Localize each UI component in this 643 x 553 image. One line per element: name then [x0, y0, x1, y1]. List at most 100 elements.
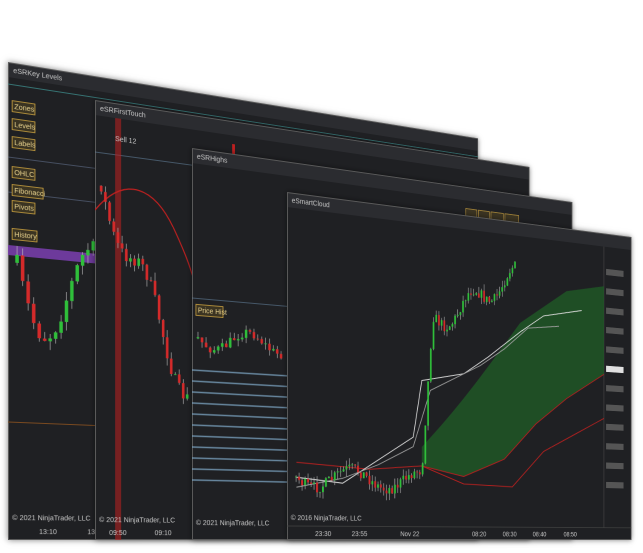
candle: [165, 337, 169, 359]
button[interactable]: History: [12, 228, 37, 242]
candle: [212, 350, 216, 353]
candle: [108, 202, 111, 222]
copyright: © 2021 NinjaTrader, LLC: [99, 516, 175, 525]
candle: [478, 293, 480, 298]
time-label: 08:50: [564, 532, 577, 538]
candle: [327, 476, 330, 479]
candle: [396, 484, 399, 488]
price-tag: [606, 443, 624, 451]
button-label[interactable]: Pivots: [14, 203, 34, 212]
window-title: eSRHighs: [197, 153, 228, 164]
candle: [506, 278, 509, 286]
candle: [435, 314, 438, 323]
chart-window: eSmartCloud © 2016 NinjaTrader, LLC 23:3…: [287, 192, 632, 540]
annotation: Sell 12: [115, 136, 136, 146]
button-label[interactable]: Labels: [14, 140, 36, 150]
candle: [405, 475, 407, 480]
button[interactable]: Labels: [12, 137, 36, 151]
candle: [501, 287, 504, 292]
candles: [15, 229, 101, 353]
button[interactable]: Pivots: [12, 200, 35, 214]
candle: [104, 192, 108, 203]
candle: [416, 471, 419, 473]
candle: [509, 272, 511, 279]
candle: [20, 255, 25, 282]
candle: [310, 482, 313, 484]
candles: [295, 236, 516, 502]
candle: [394, 484, 396, 494]
candle: [480, 290, 483, 298]
candle: [276, 349, 279, 354]
button[interactable]: OHLC: [12, 167, 35, 181]
candle: [379, 484, 382, 488]
candle: [116, 232, 120, 244]
candle: [496, 294, 498, 296]
candle: [374, 481, 377, 488]
candle: [491, 300, 493, 303]
price-tag: [606, 462, 624, 470]
button-label[interactable]: Price Hist: [198, 307, 227, 317]
candle: [322, 486, 324, 493]
candle: [407, 475, 410, 480]
candle: [232, 338, 236, 341]
signal-bar: [115, 117, 122, 540]
background: [287, 193, 631, 540]
candle: [342, 469, 345, 472]
candle: [514, 261, 516, 269]
candle: [359, 472, 362, 479]
copyright: © 2021 NinjaTrader, LLC: [196, 519, 270, 528]
candle: [456, 314, 459, 317]
candle: [511, 267, 514, 274]
button-label[interactable]: OHLC: [14, 169, 34, 179]
candle: [470, 293, 472, 295]
time-label: 23:30: [315, 531, 331, 538]
candle: [196, 337, 200, 340]
candle: [153, 280, 157, 296]
candle: [448, 326, 451, 330]
candle: [244, 329, 248, 339]
candle: [354, 464, 357, 466]
candle: [145, 264, 149, 280]
candle: [177, 374, 181, 383]
time-label: 13:2: [87, 529, 101, 536]
button-label[interactable]: Levels: [14, 122, 36, 132]
candle: [200, 337, 204, 343]
candle: [438, 315, 440, 326]
window: eSmartCloud © 2016 NinjaTrader, LLC 23:3…: [287, 192, 632, 540]
candle: [454, 315, 456, 325]
button-label[interactable]: History: [14, 231, 37, 241]
button-label[interactable]: Fibonacci: [14, 187, 45, 198]
button-label[interactable]: Zones: [14, 104, 35, 114]
button[interactable]: Price Hist: [196, 304, 227, 318]
candle: [70, 280, 74, 302]
button[interactable]: Levels: [12, 119, 36, 133]
button[interactable]: Fibonacci: [12, 185, 46, 200]
candle: [357, 465, 359, 473]
candle: [498, 291, 501, 296]
price-tag: [606, 481, 624, 489]
candle: [141, 258, 145, 265]
candle: [42, 338, 47, 342]
candle: [80, 254, 85, 266]
candle: [64, 300, 69, 323]
candle: [252, 331, 256, 339]
candle: [432, 321, 435, 350]
copyright: © 2021 NinjaTrader, LLC: [12, 514, 90, 523]
candle: [260, 338, 263, 344]
candle: [236, 338, 240, 341]
candle: [204, 342, 208, 348]
candle: [429, 348, 432, 382]
candle: [316, 482, 318, 493]
candle: [467, 293, 470, 301]
candle: [86, 249, 90, 256]
zone-band: [8, 245, 105, 265]
candle: [129, 258, 132, 262]
candle: [503, 285, 506, 288]
candle: [37, 323, 41, 339]
candle: [446, 329, 448, 332]
time-label: 08:20: [472, 531, 486, 538]
candle: [248, 329, 252, 332]
candle: [339, 471, 342, 473]
button[interactable]: Zones: [12, 101, 35, 115]
candle: [298, 476, 301, 481]
